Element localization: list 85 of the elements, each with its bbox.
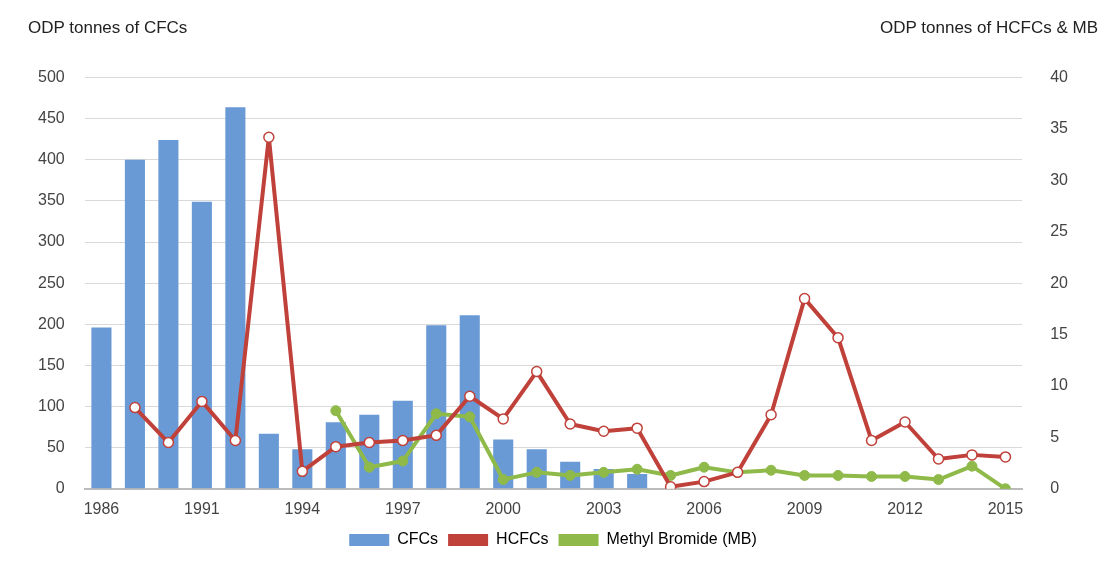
point xyxy=(464,411,476,423)
y2-axis-title: ODP tonnes of HCFCs & MB xyxy=(880,18,1098,38)
x-tick-label: 2012 xyxy=(887,499,923,517)
x-tick-label: 2006 xyxy=(686,499,723,517)
point xyxy=(966,460,978,472)
point xyxy=(598,466,610,478)
y-tick-label: 300 xyxy=(37,232,65,250)
x-tick-label: 2000 xyxy=(485,499,522,517)
point xyxy=(865,434,878,447)
y-tick-label: 400 xyxy=(37,150,65,168)
point xyxy=(765,409,777,421)
y-tick-label: 450 xyxy=(37,109,65,127)
y2-tick-label: 40 xyxy=(1050,68,1069,86)
point xyxy=(263,131,275,143)
bar xyxy=(258,433,279,489)
point xyxy=(932,453,945,465)
y2-tick-label: 5 xyxy=(1050,427,1060,445)
y-tick-label: 350 xyxy=(37,191,65,209)
bar xyxy=(124,159,145,489)
y2-tick-label: 30 xyxy=(1050,170,1069,188)
legend-label: Methyl Bromide (MB) xyxy=(606,530,757,548)
point xyxy=(798,292,811,305)
point xyxy=(698,475,710,488)
x-tick-label: 2009 xyxy=(786,499,823,517)
point xyxy=(430,408,442,420)
point xyxy=(497,413,509,425)
x-tick-label: 1997 xyxy=(384,499,421,517)
y-tick-label: 50 xyxy=(46,438,65,456)
point xyxy=(933,474,944,486)
point xyxy=(999,451,1012,463)
legend-label: HCFCs xyxy=(496,530,549,548)
legend-label: CFCs xyxy=(397,530,439,548)
y2-tick-label: 25 xyxy=(1050,222,1069,240)
y-tick-label: 150 xyxy=(37,355,65,373)
point xyxy=(196,395,208,408)
y-tick-label: 0 xyxy=(55,479,65,497)
point xyxy=(363,436,376,449)
point xyxy=(966,449,978,461)
y-tick-label: 200 xyxy=(37,314,65,332)
point xyxy=(866,470,878,482)
x-tick-label: 2015 xyxy=(987,499,1024,517)
point xyxy=(765,464,777,476)
point xyxy=(330,405,342,417)
y-tick-label: 100 xyxy=(37,396,65,414)
bar xyxy=(627,474,648,489)
point xyxy=(832,331,844,344)
y2-tick-label: 35 xyxy=(1050,119,1069,137)
point xyxy=(397,434,409,447)
bar xyxy=(158,140,179,489)
point xyxy=(564,418,576,430)
y2-tick-label: 0 xyxy=(1050,479,1060,497)
y2-tick-label: 20 xyxy=(1050,273,1069,291)
y-axis-title: ODP tonnes of CFCs xyxy=(28,18,188,38)
point xyxy=(129,401,141,414)
point xyxy=(162,436,175,449)
point xyxy=(631,422,643,434)
y-tick-label: 500 xyxy=(37,68,65,86)
point xyxy=(497,474,509,486)
point xyxy=(330,440,342,453)
point xyxy=(229,434,242,447)
point xyxy=(631,463,643,475)
bar xyxy=(426,325,447,489)
bar xyxy=(225,107,246,489)
x-tick-label: 2003 xyxy=(585,499,622,517)
point xyxy=(899,470,911,482)
point xyxy=(363,461,375,473)
point xyxy=(665,469,677,481)
bar xyxy=(91,327,112,489)
point xyxy=(832,469,844,481)
y2-tick-label: 15 xyxy=(1050,325,1069,343)
point xyxy=(463,390,476,403)
y2-tick-label: 10 xyxy=(1050,376,1069,394)
bar xyxy=(191,201,212,489)
x-tick-label: 1986 xyxy=(83,499,120,517)
y-tick-label: 250 xyxy=(37,273,65,291)
point xyxy=(430,429,443,442)
point xyxy=(597,425,610,437)
x-tick-label: 1994 xyxy=(284,499,321,517)
point xyxy=(530,365,543,378)
point xyxy=(698,461,710,473)
bar xyxy=(459,315,480,489)
point xyxy=(397,455,409,467)
point xyxy=(799,469,811,481)
x-tick-label: 1991 xyxy=(184,499,220,517)
point xyxy=(899,416,911,428)
